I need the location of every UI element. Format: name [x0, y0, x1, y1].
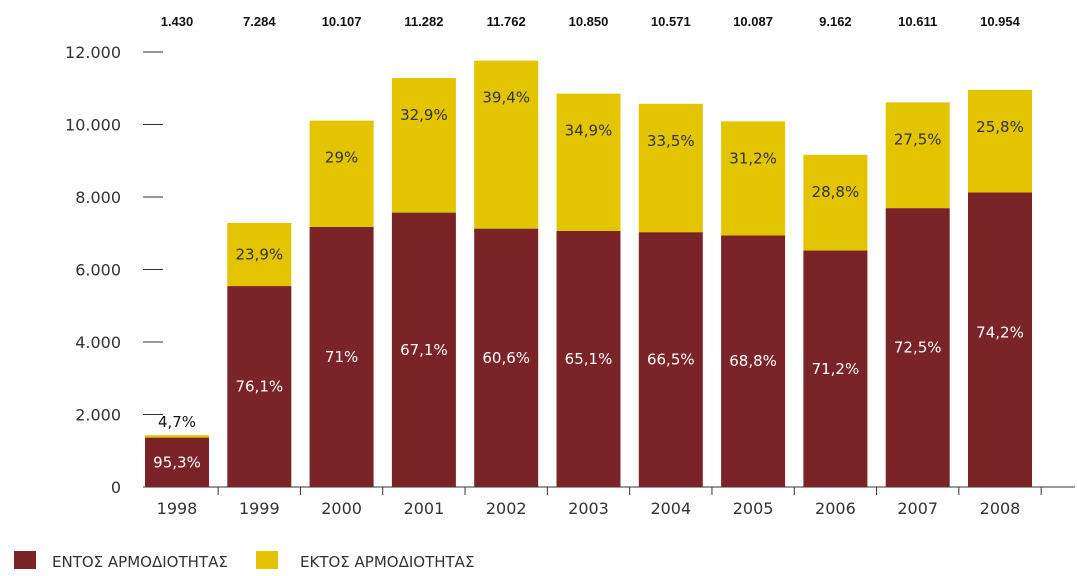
percent-label-ektos: 32,9% [400, 106, 448, 124]
bar-segment-entos [227, 286, 292, 487]
bar-segment-ektos [391, 78, 456, 213]
y-tick-label: 2.000 [75, 406, 121, 425]
total-label: 11.282 [404, 14, 443, 29]
percent-label-ektos: 34,9% [565, 122, 613, 140]
total-label: 9.162 [819, 14, 852, 29]
percent-label-ektos: 39,4% [482, 89, 530, 107]
total-label: 11.762 [487, 14, 526, 29]
bar-segment-entos [391, 212, 456, 487]
legend-swatch-ektos [256, 551, 278, 569]
percent-label-ektos: 31,2% [729, 149, 777, 167]
bar-segment-ektos [721, 121, 786, 236]
legend: ΕΝΤΟΣ ΑΡΜΟΔΙΟΤΗΤΑΣ ΕΚΤΟΣ ΑΡΜΟΔΙΟΤΗΤΑΣ [14, 551, 474, 571]
percent-label-entos: 66,5% [647, 351, 695, 369]
data-labels: 1.430 95,3% 4,7% 7.284 76,1% 23,9% 10.107 71% 29… [153, 14, 1024, 471]
bars [145, 60, 1032, 488]
bar-segment-entos [145, 437, 209, 487]
x-tick-label: 1999 [239, 499, 280, 518]
legend-swatch-entos [14, 551, 36, 569]
y-tick-label: 0 [111, 478, 121, 497]
percent-label-entos: 71% [325, 348, 358, 366]
total-label: 10.611 [898, 14, 937, 29]
bar-segment-entos [721, 235, 786, 487]
total-label: 10.954 [980, 14, 1021, 29]
x-tick-label: 2005 [733, 499, 774, 518]
y-tick-label: 4.000 [75, 333, 121, 352]
bar-segment-entos [474, 228, 539, 488]
bar-segment-ektos [968, 89, 1032, 193]
bar-segment-entos [885, 208, 950, 487]
percent-label-ektos: 27,5% [894, 130, 942, 148]
x-tick-label: 2006 [815, 499, 856, 518]
percent-label-entos: 67,1% [400, 341, 448, 359]
y-tick-label: 8.000 [75, 188, 121, 207]
percent-label-entos: 74,2% [976, 323, 1024, 341]
total-label: 10.107 [322, 14, 362, 29]
bar-segment-ektos [885, 102, 950, 209]
legend-label-entos: ΕΝΤΟΣ ΑΡΜΟΔΙΟΤΗΤΑΣ [52, 553, 228, 571]
percent-label-ektos: 23,9% [235, 246, 283, 264]
percent-label-ektos: 4,7% [158, 413, 196, 431]
bar-segment-ektos [556, 93, 621, 231]
bar-segment-ektos [309, 120, 374, 227]
percent-label-entos: 71,2% [812, 360, 860, 378]
x-tick-label: 2007 [897, 499, 938, 518]
legend-label-ektos: ΕΚΤΟΣ ΑΡΜΟΔΙΟΤΗΤΑΣ [300, 553, 474, 571]
percent-label-entos: 68,8% [729, 352, 777, 370]
percent-label-entos: 60,6% [482, 349, 530, 367]
bar-segment-ektos [803, 154, 868, 251]
bar-segment-ektos [638, 103, 703, 233]
percent-label-ektos: 29% [325, 149, 358, 167]
total-label: 1.430 [161, 14, 194, 29]
percent-label-entos: 95,3% [153, 453, 201, 471]
total-label: 10.571 [651, 14, 691, 29]
x-tick-label: 2004 [650, 499, 691, 518]
bar-segment-entos [309, 226, 374, 487]
total-label: 10.087 [733, 14, 773, 29]
bar-segment-entos [803, 250, 868, 487]
bar-segment-entos [638, 232, 703, 487]
x-tick-label: 2003 [568, 499, 609, 518]
percent-label-entos: 65,1% [565, 350, 613, 368]
y-tick-label: 6.000 [75, 261, 121, 280]
bar-segment-ektos [227, 222, 292, 287]
x-tick-label: 2001 [404, 499, 445, 518]
x-tick-label: 1998 [157, 499, 198, 518]
percent-label-ektos: 25,8% [976, 118, 1024, 136]
x-tick-label: 2002 [486, 499, 527, 518]
percent-label-entos: 72,5% [894, 339, 942, 357]
total-label: 7.284 [243, 14, 276, 29]
total-label: 10.850 [569, 14, 609, 29]
percent-label-entos: 76,1% [235, 378, 283, 396]
bar-segment-entos [968, 192, 1032, 488]
bar-segment-entos [556, 230, 621, 487]
x-tick-label: 2008 [980, 499, 1021, 518]
bar-segment-ektos [145, 435, 209, 438]
percent-label-ektos: 33,5% [647, 132, 695, 150]
y-axis: 0 2.000 4.000 6.000 8.000 10.000 12.000 [65, 43, 163, 497]
y-tick-label: 10.000 [65, 116, 121, 135]
percent-label-ektos: 28,8% [812, 183, 860, 201]
y-tick-label: 12.000 [65, 43, 121, 62]
x-axis: 1998 1999 2000 2001 2002 2003 2004 2005 2006 2007… [143, 486, 1075, 518]
bar-segment-ektos [474, 60, 539, 229]
x-tick-label: 2000 [321, 499, 362, 518]
